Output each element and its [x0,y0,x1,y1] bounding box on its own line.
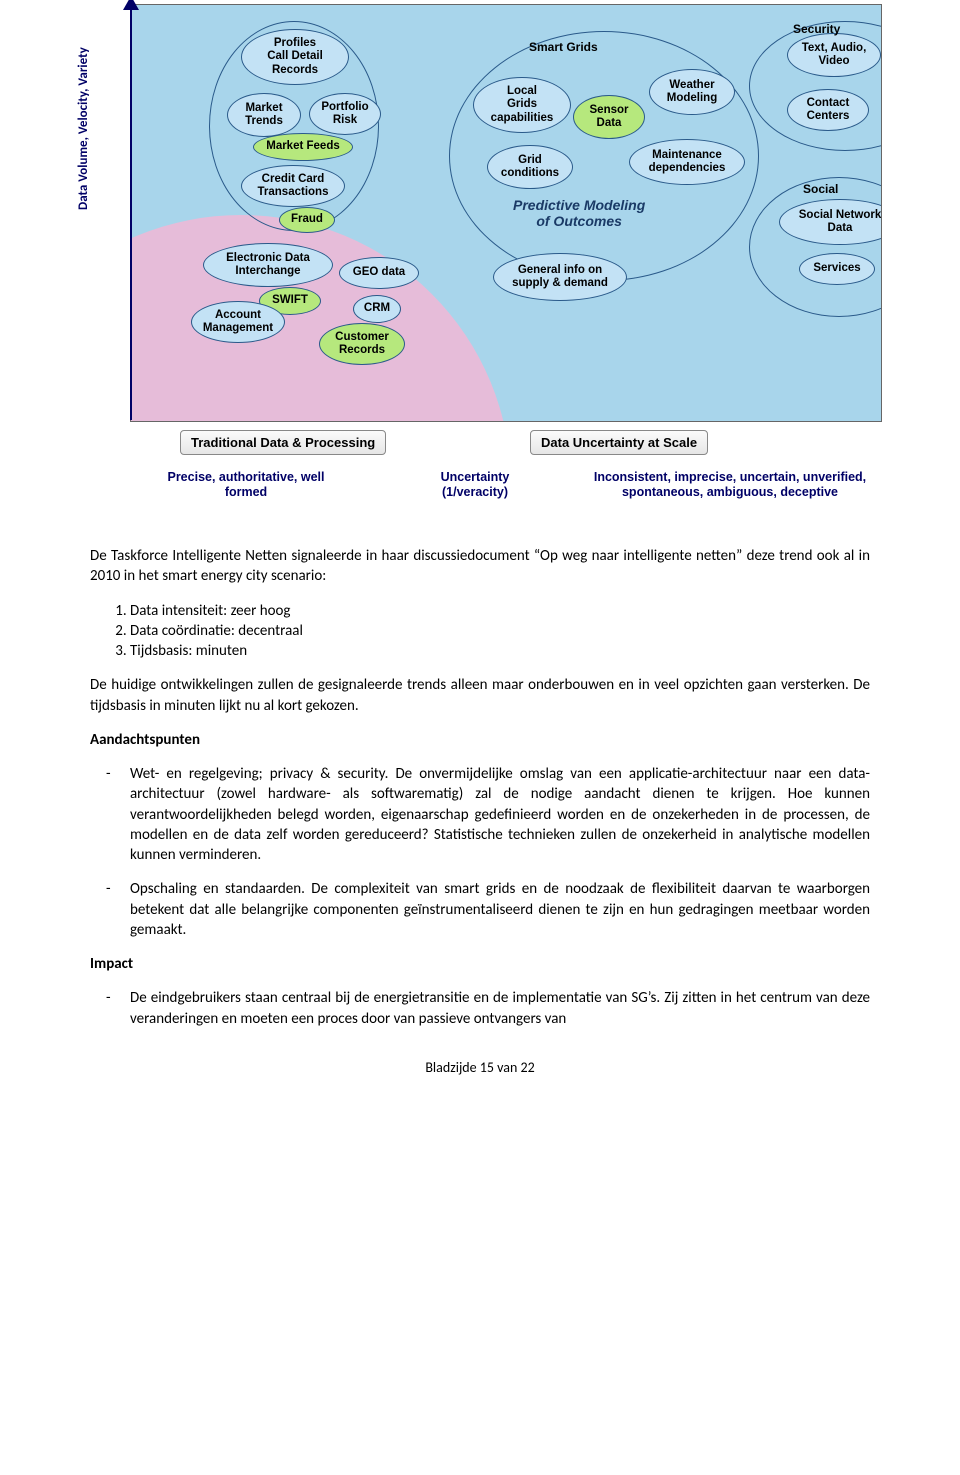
data-node: MarketTrends [227,93,301,137]
data-node: Credit CardTransactions [241,165,345,207]
axis-category-label: Traditional Data & Processing [180,430,386,455]
data-node: General info onsupply & demand [493,253,627,301]
data-node: Fraud [279,207,335,233]
y-axis-arrow-icon [123,0,139,10]
data-node: ContactCenters [787,89,869,131]
data-node: GEO data [339,257,419,289]
data-node: CRM [353,295,401,323]
data-node: CustomerRecords [319,323,405,365]
list-item: Data intensiteit: zeer hoog [130,601,870,621]
axis-category-label: Data Uncertainty at Scale [530,430,708,455]
diagram-label: Security [793,23,840,37]
data-node: SensorData [573,95,645,139]
bigdata-diagram: ProfilesCall DetailRecords MarketTrendsPo… [70,0,890,516]
scenario-list: Data intensiteit: zeer hoogData coördina… [130,601,870,662]
data-node: Gridconditions [487,145,573,189]
data-node: ProfilesCall DetailRecords [241,29,349,85]
aandachtspunten-list: Wet- en regelgeving; privacy & security.… [90,764,870,940]
x-axis-description: Inconsistent, imprecise, uncertain, unve… [570,470,890,500]
intro-paragraph: De Taskforce Intelligente Netten signale… [90,546,870,587]
list-item: Tijdsbasis: minuten [130,641,870,661]
data-node: PortfolioRisk [309,93,381,135]
traditional-data-zone [130,215,511,422]
list-item: Data coördinatie: decentraal [130,621,870,641]
x-axis-description: Uncertainty(1/veracity) [390,470,560,500]
data-node: WeatherModeling [649,69,735,115]
data-node: Maintenancedependencies [629,139,745,185]
diagram-plot: ProfilesCall DetailRecords MarketTrendsPo… [130,4,882,422]
data-node: LocalGridscapabilities [473,77,571,133]
data-node: Market Feeds [253,133,353,161]
aandachtspunten-heading: Aandachtspunten [90,730,870,750]
data-node: Services [799,253,875,285]
page-footer: Bladzijde 15 van 22 [90,1059,870,1076]
list-item: Wet- en regelgeving; privacy & security.… [90,764,870,865]
y-axis-label: Data Volume, Velocity, Variety [76,47,91,210]
list-item: De eindgebruikers staan centraal bij de … [90,988,870,1029]
list-item: Opschaling en standaarden. De complexite… [90,879,870,940]
impact-list: De eindgebruikers staan centraal bij de … [90,988,870,1029]
diagram-label: Predictive Modelingof Outcomes [513,197,645,229]
diagram-label: Social [803,183,838,197]
data-node: AccountManagement [191,301,285,343]
data-node: Electronic DataInterchange [203,243,333,287]
group-circle [749,177,882,317]
data-node: Text, Audio,Video [787,33,881,77]
x-axis-description: Precise, authoritative, wellformed [136,470,356,500]
impact-heading: Impact [90,954,870,974]
after-list-paragraph: De huidige ontwikkelingen zullen de gesi… [90,675,870,716]
diagram-label: Smart Grids [529,41,598,55]
y-axis [130,4,132,420]
